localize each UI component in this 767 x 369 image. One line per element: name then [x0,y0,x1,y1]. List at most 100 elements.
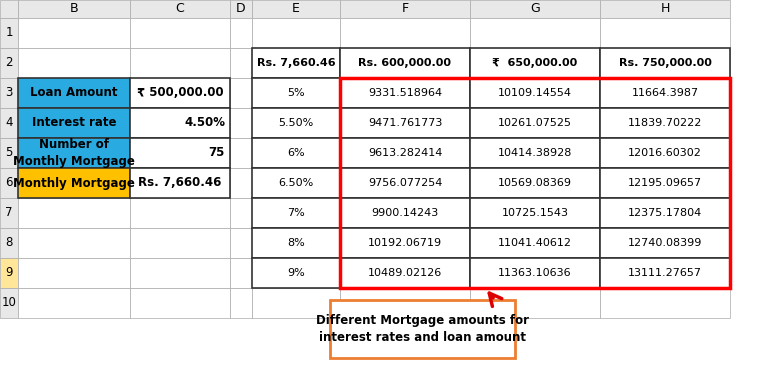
Text: E: E [292,3,300,15]
Text: F: F [401,3,409,15]
Text: 9756.077254: 9756.077254 [368,178,443,188]
Text: 10725.1543: 10725.1543 [502,208,568,218]
Bar [230,258,252,288]
Text: 10569.08369: 10569.08369 [498,178,572,188]
Text: Number of
Monthly Mortgage: Number of Monthly Mortgage [13,138,135,168]
Text: Loan Amount: Loan Amount [30,86,118,100]
Text: 8%: 8% [287,238,304,248]
Bar [0,78,18,108]
Bar [600,108,730,138]
Bar [130,288,230,318]
Text: 7%: 7% [287,208,304,218]
Bar [130,0,230,18]
Text: 11839.70222: 11839.70222 [628,118,702,128]
Bar [0,168,18,198]
Text: Rs. 7,660.46: Rs. 7,660.46 [138,176,222,190]
Text: 75: 75 [209,146,225,159]
Bar [18,78,130,108]
Bar [230,48,252,78]
Bar [340,78,470,108]
Bar [470,78,600,108]
Text: 11363.10636: 11363.10636 [499,268,572,278]
Bar [252,258,340,288]
Bar [340,138,470,168]
Bar [470,138,600,168]
Bar [0,18,18,48]
Bar [252,108,340,138]
Text: 5%: 5% [287,88,304,98]
Bar [340,228,470,258]
Bar [252,48,340,78]
Bar [18,78,130,108]
Bar [130,228,230,258]
Bar [18,108,130,138]
Bar [340,138,470,168]
Text: 10414.38928: 10414.38928 [498,148,572,158]
Bar [230,288,252,318]
Text: 10261.07525: 10261.07525 [498,118,572,128]
Bar [252,0,340,18]
Text: Interest rate: Interest rate [31,117,117,130]
Text: 4.50%: 4.50% [184,117,225,130]
Bar [340,78,730,288]
Bar [340,198,470,228]
Text: 8: 8 [5,237,13,249]
Bar [600,228,730,258]
Text: 10192.06719: 10192.06719 [368,238,442,248]
Bar [130,48,230,78]
Text: 9331.518964: 9331.518964 [368,88,442,98]
Bar [230,78,252,108]
Bar [470,48,600,78]
Bar [600,138,730,168]
Text: 9900.14243: 9900.14243 [371,208,439,218]
Bar [600,78,730,108]
Bar [18,168,130,198]
Bar [470,258,600,288]
Text: Rs. 7,660.46: Rs. 7,660.46 [257,58,335,68]
Bar [130,18,230,48]
Bar [600,168,730,198]
Bar [600,108,730,138]
Text: 7: 7 [5,207,13,220]
Text: C: C [176,3,184,15]
Bar [252,198,340,228]
Bar [230,18,252,48]
Bar [470,78,600,108]
Bar [340,48,470,78]
Bar [0,0,18,18]
Bar [130,168,230,198]
Bar [252,18,340,48]
Bar [600,258,730,288]
Bar [230,198,252,228]
Text: Rs. 750,000.00: Rs. 750,000.00 [618,58,712,68]
Bar [0,228,18,258]
Bar [340,288,470,318]
Bar [600,168,730,198]
Bar [340,18,470,48]
Bar [340,108,470,138]
Bar [340,48,470,78]
Bar [130,108,230,138]
Bar [130,108,230,138]
Bar [252,138,340,168]
Bar [252,78,340,108]
Bar [0,138,18,168]
Bar [470,48,600,78]
Text: 10489.02126: 10489.02126 [368,268,442,278]
Bar [18,18,130,48]
Bar [252,198,340,228]
Bar [0,258,18,288]
Bar [252,168,340,198]
Text: 6%: 6% [287,148,304,158]
Bar [252,108,340,138]
FancyBboxPatch shape [330,300,515,358]
Bar [0,198,18,228]
Bar [470,168,600,198]
Bar [470,0,600,18]
Bar [230,168,252,198]
Bar [18,138,130,168]
Bar [470,198,600,228]
Text: 6: 6 [5,176,13,190]
Text: Rs. 600,000.00: Rs. 600,000.00 [358,58,452,68]
Bar [130,138,230,168]
